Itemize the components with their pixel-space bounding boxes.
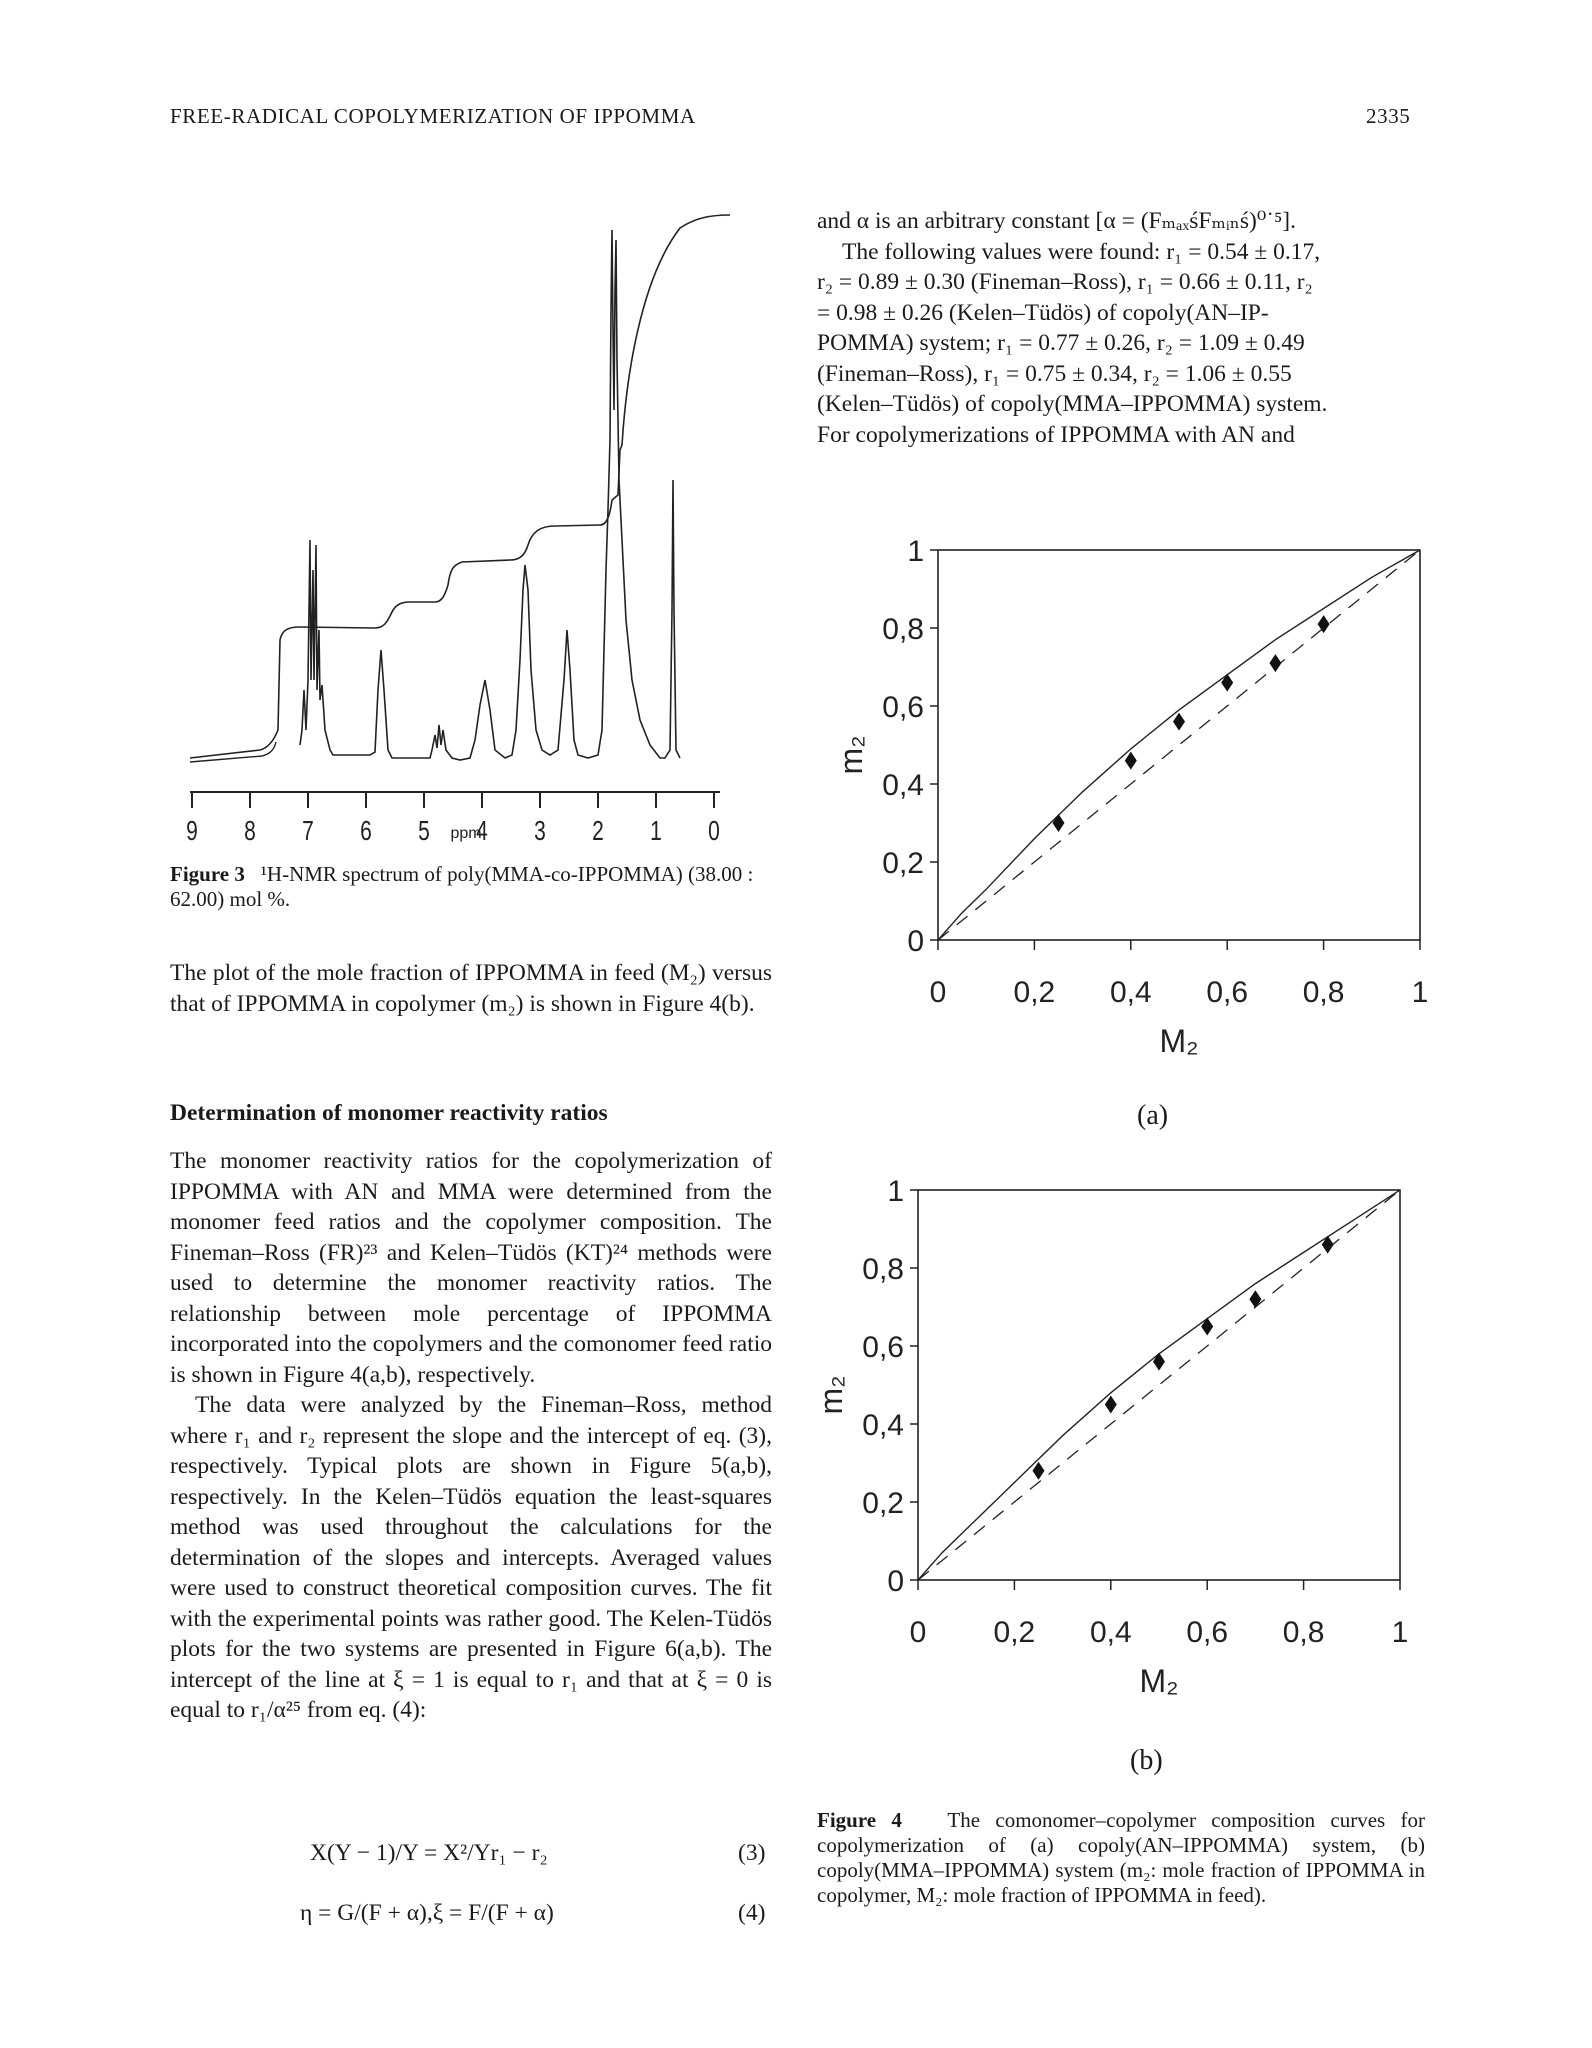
data-point (1032, 1461, 1045, 1480)
text-line: POMMA) system; r₁ = 0.77 ± 0.26, r₂ = 1.… (817, 330, 1305, 356)
text-line: (Fineman–Ross), r₁ = 0.75 ± 0.34, r₂ = 1… (817, 360, 1292, 387)
paragraph: The monomer reactivity ratios for the co… (170, 1148, 772, 1388)
x-tick-label: 0,2 (1014, 976, 1056, 1009)
caption-text: The comonomer–copolymer composition curv… (817, 1808, 1425, 1907)
equation-3-number: (3) (738, 1840, 766, 1866)
x-tick-label: 1 (1412, 976, 1429, 1009)
data-point (1201, 1317, 1214, 1336)
text-line: (Kelen–Tüdös) of copoly(MMA–IPPOMMA) sys… (817, 391, 1328, 417)
caption-text: ¹H-NMR spectrum of poly(MMA-co-IPPOMMA) … (170, 862, 754, 911)
left-text-body: The monomer reactivity ratios for the co… (170, 1146, 772, 1726)
section-heading: Determination of monomer reactivity rati… (170, 1100, 608, 1126)
figure4a-label: (a) (1137, 1100, 1169, 1131)
ppm-tick-label: 0 (708, 816, 720, 847)
y-tick-label: 0,8 (862, 1253, 904, 1286)
x-tick-label: 0,8 (1303, 976, 1345, 1009)
equation-4-number: (4) (738, 1900, 766, 1926)
data-point (1269, 654, 1282, 673)
ideal-composition-line (917, 1189, 1401, 1581)
x-tick-label: 0 (930, 976, 947, 1009)
ppm-tick-label: 7 (302, 816, 314, 847)
y-tick-label: 0,8 (882, 613, 924, 646)
y-tick-label: 1 (887, 1175, 904, 1208)
integral-curve (189, 214, 731, 759)
x-tick-label: 0,2 (994, 1616, 1036, 1649)
page-number: 2335 (1366, 104, 1411, 128)
data-point (1317, 615, 1330, 634)
y-tick-label: 1 (907, 535, 924, 568)
data-point (1249, 1290, 1262, 1309)
y-tick-label: 0,6 (862, 1331, 904, 1364)
y-tick-label: 0,6 (882, 691, 924, 724)
x-axis-label: M₂ (1139, 1663, 1178, 1699)
y-tick-label: 0,4 (862, 1409, 904, 1442)
figure3-caption: Figure 3 ¹H-NMR spectrum of poly(MMA-co-… (170, 862, 772, 912)
paragraph: The plot of the mole fraction of IPPOMMA… (170, 960, 772, 1017)
ideal-composition-line (937, 549, 1421, 941)
ppm-tick-label: 9 (186, 816, 198, 847)
data-point (1124, 751, 1137, 770)
y-tick-label: 0 (907, 925, 924, 958)
equation-4: η = G/(F + α),ξ = F/(F + α) (300, 1900, 554, 1926)
x-tick-label: 0,4 (1110, 976, 1152, 1009)
theoretical-curve (917, 1189, 1401, 1581)
figure4b-chart: 0 0,2 0,4 0,6 0,8 1 0 0,2 0,4 0,6 0,8 1 M₂ m₂ (813, 1175, 1409, 1699)
ppm-tick-label: 8 (244, 816, 256, 847)
x-tick-label: 0,6 (1186, 1616, 1228, 1649)
y-tick-label: 0 (887, 1565, 904, 1598)
ppm-tick-label: 4 (476, 816, 488, 847)
x-tick-label: 0,4 (1090, 1616, 1132, 1649)
data-point (1153, 1352, 1165, 1371)
figure4b-label: (b) (1130, 1745, 1163, 1776)
ppm-tick-label: 3 (534, 816, 546, 847)
paragraph: The data were analyzed by the Fineman–Ro… (170, 1392, 772, 1723)
ppm-tick-label: 2 (592, 816, 604, 847)
x-axis-label: M₂ (1159, 1023, 1198, 1059)
y-tick-label: 0,2 (882, 847, 924, 880)
data-point (1221, 673, 1234, 692)
data-point (1104, 1395, 1117, 1414)
text-line: The following values were found: r₁ = 0.… (842, 238, 1321, 265)
data-point (1173, 712, 1185, 731)
y-axis-label: m₂ (813, 1375, 849, 1414)
text-line: = 0.98 ± 0.26 (Kelen–Tüdös) of copoly(AN… (817, 299, 1269, 326)
text-line: and α is an arbitrary constant [α = (Fₘₐ… (817, 208, 1296, 234)
ppm-tick-label: 1 (650, 816, 662, 847)
y-tick-label: 0,2 (862, 1487, 904, 1520)
figure4a-chart: 0 0,2 0,4 0,6 0,8 1 0 0,2 0,4 0,6 0,8 1 M₂ m₂ (833, 535, 1429, 1059)
text-line: r₂ = 0.89 ± 0.30 (Fineman–Ross), r₁ = 0.… (817, 269, 1313, 295)
data-point (1321, 1235, 1334, 1254)
x-tick-label: 1 (1392, 1616, 1409, 1649)
x-tick-label: 0,8 (1283, 1616, 1325, 1649)
data-point (1052, 814, 1065, 832)
ppm-unit-label: ppm (450, 825, 481, 842)
ppm-tick-label: 5 (418, 816, 430, 847)
plot-frame (917, 1189, 1401, 1581)
running-title: FREE-RADICAL COPOLYMERIZATION OF IPPOMMA (170, 104, 696, 128)
text-line: For copolymerizations of IPPOMMA with AN… (817, 421, 1295, 448)
caption-label: Figure 3 (170, 862, 245, 886)
right-text-block: and α is an arbitrary constant [α = (Fₘₐ… (817, 206, 1423, 450)
x-tick-label: 0 (910, 1616, 927, 1649)
ppm-tick-label: 6 (360, 816, 372, 847)
equation-3: X(Y − 1)/Y = X²/Yr₁ − r₂ (310, 1840, 548, 1866)
x-tick-label: 0,6 (1206, 976, 1248, 1009)
theoretical-curve (937, 549, 1421, 941)
left-text-para1: The plot of the mole fraction of IPPOMMA… (170, 958, 772, 1019)
plot-frame (937, 549, 1421, 941)
figure4-caption: Figure 4 The comonomer–copolymer composi… (817, 1808, 1425, 1908)
caption-label: Figure 4 (817, 1808, 902, 1832)
integral-baseline (189, 741, 277, 763)
y-axis-label: m₂ (833, 735, 869, 774)
y-tick-label: 0,4 (882, 769, 924, 802)
spectrum-trace (299, 229, 681, 761)
